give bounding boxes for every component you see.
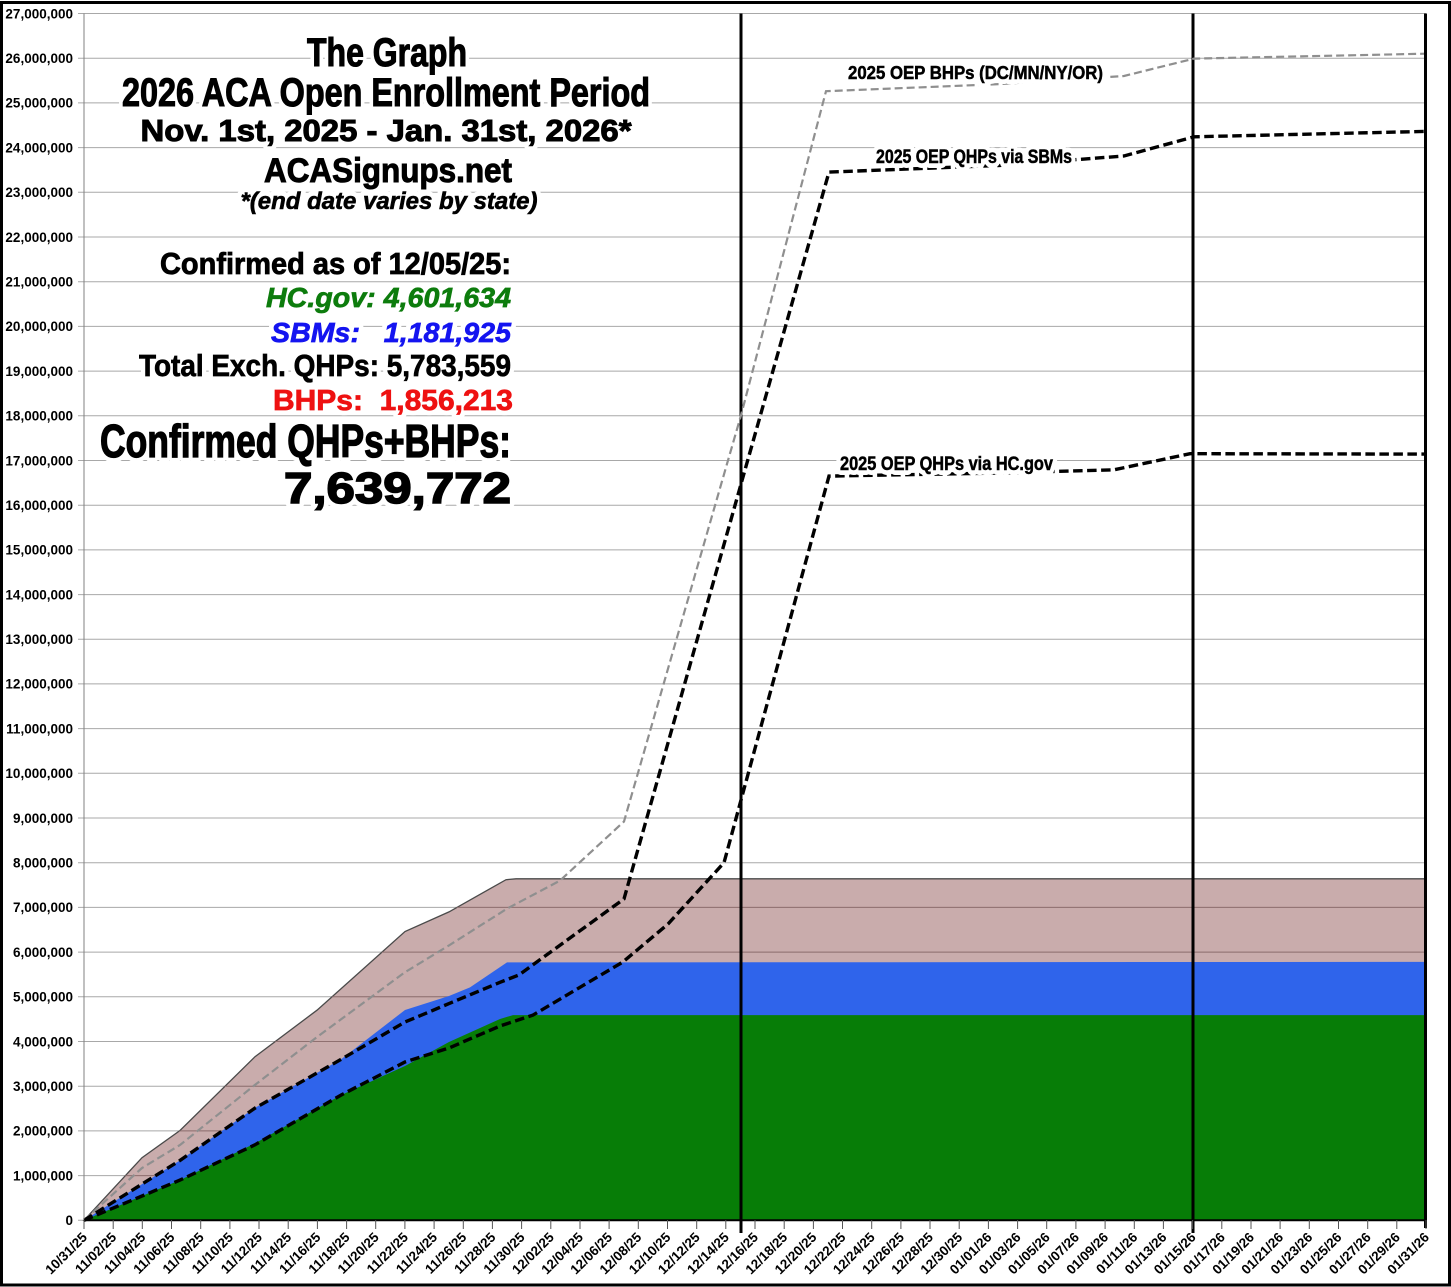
svg-text:2026 ACA Open Enrollment Perio: 2026 ACA Open Enrollment Period xyxy=(122,71,650,115)
svg-text:26,000,000: 26,000,000 xyxy=(5,51,73,66)
svg-text:24,000,000: 24,000,000 xyxy=(5,140,73,155)
svg-text:20,000,000: 20,000,000 xyxy=(5,319,73,334)
svg-text:7,639,772: 7,639,772 xyxy=(284,464,511,513)
svg-text:13,000,000: 13,000,000 xyxy=(5,632,73,647)
svg-text:11,000,000: 11,000,000 xyxy=(6,721,73,736)
svg-text:2025 OEP QHPs via HC.gov: 2025 OEP QHPs via HC.gov xyxy=(840,454,1053,475)
svg-text:2025 OEP QHPs via SBMs: 2025 OEP QHPs via SBMs xyxy=(876,147,1072,168)
svg-text:5,000,000: 5,000,000 xyxy=(13,990,73,1005)
svg-text:Confirmed QHPs+BHPs:: Confirmed QHPs+BHPs: xyxy=(100,415,511,467)
svg-text:2025 OEP QHPs via SBMs: 2025 OEP QHPs via SBMs xyxy=(876,147,1072,168)
svg-text:7,639,772: 7,639,772 xyxy=(284,464,511,513)
svg-text:BHPs: 1,856,213: BHPs: 1,856,213 xyxy=(273,385,513,417)
svg-text:ACASignups.net: ACASignups.net xyxy=(264,152,512,190)
svg-text:19,000,000: 19,000,000 xyxy=(5,364,73,379)
svg-text:HC.gov: 4,601,634: HC.gov: 4,601,634 xyxy=(266,282,511,313)
svg-text:1,000,000: 1,000,000 xyxy=(13,1168,73,1183)
svg-text:Nov. 1st, 2025 - Jan. 31st, 20: Nov. 1st, 2025 - Jan. 31st, 2026* xyxy=(141,113,633,148)
svg-text:0: 0 xyxy=(65,1213,73,1228)
svg-text:The Graph: The Graph xyxy=(307,31,467,75)
svg-text:*(end date varies by state): *(end date varies by state) xyxy=(241,188,538,215)
svg-text:HC.gov: 4,601,634: HC.gov: 4,601,634 xyxy=(266,282,511,313)
svg-text:10,000,000: 10,000,000 xyxy=(5,766,73,781)
svg-text:*(end date varies by state): *(end date varies by state) xyxy=(241,188,538,215)
svg-text:The Graph: The Graph xyxy=(307,31,467,75)
svg-text:Confirmed as of 12/05/25:: Confirmed as of 12/05/25: xyxy=(160,246,511,281)
svg-text:Total Exch. QHPs: 5,783,559: Total Exch. QHPs: 5,783,559 xyxy=(139,348,511,383)
svg-text:21,000,000: 21,000,000 xyxy=(5,275,73,290)
svg-text:Confirmed as of 12/05/25:: Confirmed as of 12/05/25: xyxy=(160,246,511,281)
svg-text:2,000,000: 2,000,000 xyxy=(13,1124,73,1139)
svg-text:Total Exch. QHPs: 5,783,559: Total Exch. QHPs: 5,783,559 xyxy=(139,348,511,383)
svg-text:2025 OEP BHPs (DC/MN/NY/OR): 2025 OEP BHPs (DC/MN/NY/OR) xyxy=(848,63,1103,83)
svg-text:Nov. 1st, 2025 - Jan. 31st, 20: Nov. 1st, 2025 - Jan. 31st, 2026* xyxy=(141,113,633,148)
svg-text:SBMs: 1,181,925: SBMs: 1,181,925 xyxy=(271,317,511,348)
svg-text:2025 OEP QHPs via HC.gov: 2025 OEP QHPs via HC.gov xyxy=(840,454,1053,475)
svg-text:15,000,000: 15,000,000 xyxy=(5,543,73,558)
svg-text:Confirmed QHPs+BHPs:: Confirmed QHPs+BHPs: xyxy=(100,415,511,467)
svg-text:SBMs: 1,181,925: SBMs: 1,181,925 xyxy=(271,317,511,348)
svg-text:16,000,000: 16,000,000 xyxy=(5,498,73,513)
svg-text:22,000,000: 22,000,000 xyxy=(5,230,73,245)
svg-text:9,000,000: 9,000,000 xyxy=(13,811,73,826)
svg-text:23,000,000: 23,000,000 xyxy=(5,185,73,200)
svg-text:8,000,000: 8,000,000 xyxy=(13,856,73,871)
svg-text:12,000,000: 12,000,000 xyxy=(5,677,73,692)
svg-text:25,000,000: 25,000,000 xyxy=(5,96,73,111)
svg-text:17,000,000: 17,000,000 xyxy=(5,453,73,468)
svg-text:7,000,000: 7,000,000 xyxy=(13,900,73,915)
svg-text:18,000,000: 18,000,000 xyxy=(5,409,73,424)
svg-text:2026 ACA Open Enrollment Perio: 2026 ACA Open Enrollment Period xyxy=(122,71,650,115)
svg-text:ACASignups.net: ACASignups.net xyxy=(264,152,512,190)
svg-text:14,000,000: 14,000,000 xyxy=(5,587,73,602)
svg-text:27,000,000: 27,000,000 xyxy=(5,6,73,21)
svg-text:4,000,000: 4,000,000 xyxy=(13,1034,73,1049)
svg-text:BHPs: 1,856,213: BHPs: 1,856,213 xyxy=(273,385,513,417)
svg-text:6,000,000: 6,000,000 xyxy=(13,945,73,960)
svg-text:3,000,000: 3,000,000 xyxy=(13,1079,73,1094)
